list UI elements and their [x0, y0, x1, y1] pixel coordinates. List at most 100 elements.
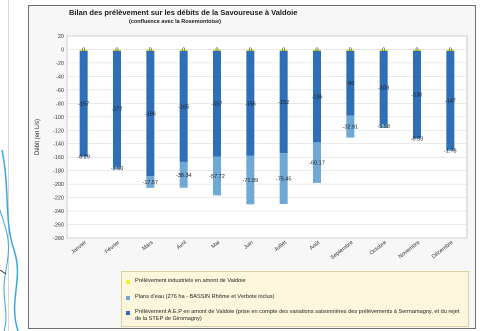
- data-label-industrial: 0: [149, 47, 152, 53]
- bar-segment-industrial: [346, 49, 355, 51]
- chart-panel: Bilan des prélèvement sur les débits de …: [28, 5, 476, 329]
- data-label-ponds: -3.60: [111, 166, 124, 172]
- y-tick-label: -260: [53, 223, 64, 229]
- bar-segment-aep: [313, 50, 321, 143]
- bar-segment-ponds: [146, 176, 155, 188]
- x-tick-label: Janvier: [70, 240, 88, 256]
- bar-segment-industrial: [79, 49, 88, 51]
- y-axis-label: Débit (en L/s): [35, 119, 41, 155]
- data-label-aep: -152: [278, 100, 289, 106]
- data-label-aep: -109: [378, 86, 389, 92]
- data-label-industrial: 0: [382, 47, 385, 53]
- bar-segment-ponds: [446, 149, 455, 151]
- bar-segment-aep: [246, 50, 255, 156]
- bar-segment-industrial: [413, 49, 421, 51]
- data-label-aep: -96: [346, 81, 354, 87]
- data-label-aep: -147: [445, 98, 456, 104]
- bar-segment-industrial: [213, 49, 221, 51]
- x-tick-label: Avril: [176, 240, 188, 251]
- data-label-aep: -172: [111, 107, 122, 113]
- bar-segment-aep: [279, 50, 288, 154]
- legend-item-aep: Prélèvement A.E.P en amont de Valdoie (p…: [126, 309, 465, 323]
- data-label-industrial: 0: [182, 47, 185, 53]
- x-tick-label: Mars: [141, 240, 155, 252]
- data-label-industrial: 0: [215, 47, 218, 53]
- bar-segment-aep: [179, 50, 188, 162]
- data-label-ponds: -0.29: [77, 155, 90, 161]
- x-tick-label: Septembre: [330, 240, 355, 261]
- x-tick-label: Février: [104, 240, 121, 255]
- x-tick-label: Mai: [211, 240, 222, 250]
- y-tick-label: -180: [53, 169, 64, 175]
- data-label-aep: -157: [211, 102, 222, 108]
- x-tick-label: Juillet: [273, 240, 288, 254]
- bar-segment-ponds: [213, 156, 221, 196]
- y-tick-label: -120: [53, 128, 64, 134]
- data-label-ponds: -38.34: [176, 173, 192, 179]
- chart-legend: Prélèvement industriels en amont de Vald…: [121, 271, 469, 327]
- bar-segment-aep: [446, 50, 455, 150]
- bar-segment-ponds: [346, 115, 355, 138]
- y-tick-label: -140: [53, 142, 64, 148]
- bar-segment-industrial: [446, 49, 455, 51]
- bar-segment-aep: [346, 50, 355, 116]
- y-tick-label: -160: [53, 155, 64, 161]
- bar-segment-industrial: [113, 49, 121, 51]
- data-label-ponds: -17.57: [143, 180, 159, 186]
- data-label-industrial: 0: [282, 47, 285, 53]
- y-tick-label: 20: [58, 34, 64, 40]
- y-tick-label: -200: [53, 182, 64, 188]
- data-label-ponds: -75.45: [276, 177, 292, 183]
- map-fragment-image: [0, 150, 19, 331]
- y-tick-label: -20: [56, 61, 64, 67]
- bar-segment-aep: [79, 50, 88, 157]
- y-tick-label: 0: [61, 47, 64, 53]
- y-tick-label: -220: [53, 196, 64, 202]
- bar-segment-ponds: [313, 142, 321, 183]
- legend-swatch-ponds: [126, 296, 130, 300]
- bar-segment-industrial: [379, 49, 388, 51]
- bar-segment-industrial: [313, 49, 321, 51]
- x-tick-label: Novembre: [398, 240, 422, 260]
- data-label-industrial: 0: [415, 47, 418, 53]
- bar-segment-aep: [113, 50, 121, 167]
- legend-swatch-aep: [126, 311, 130, 315]
- x-tick-label: Août: [309, 240, 322, 252]
- data-label-aep: -156: [245, 101, 256, 107]
- legend-label-industrial: Prélèvement industriels en amont de Vald…: [135, 278, 246, 284]
- bar-segment-aep: [413, 50, 421, 139]
- data-label-ponds: -60.17: [309, 161, 325, 167]
- y-tick-label: -80: [56, 101, 64, 107]
- y-tick-label: -60: [56, 88, 64, 94]
- data-label-aep: -165: [178, 104, 189, 110]
- bar-segment-aep: [213, 50, 221, 157]
- x-tick-label: Décembre: [431, 240, 455, 260]
- data-label-industrial: 0: [115, 47, 118, 53]
- data-label-ponds: -57.72: [209, 174, 225, 180]
- legend-label-ponds: Plans d'eau (276 ha - BASSIN Rhôme et Ve…: [135, 294, 275, 300]
- bar-segment-industrial: [246, 49, 255, 51]
- data-label-ponds: -0.53: [411, 137, 424, 143]
- bar-segment-ponds: [179, 161, 188, 188]
- data-label-aep: -186: [145, 111, 156, 117]
- legend-label-aep: Prélèvement A.E.P en amont de Valdoie (p…: [135, 309, 460, 322]
- data-label-industrial: 0: [82, 47, 85, 53]
- y-tick-label: -40: [56, 74, 64, 80]
- y-tick-label: -240: [53, 209, 64, 215]
- data-label-ponds: -5.58: [377, 124, 390, 130]
- data-label-industrial: 0: [249, 47, 252, 53]
- legend-item-industrial: Prélèvement industriels en amont de Vald…: [126, 278, 465, 285]
- data-label-industrial: 0: [449, 47, 452, 53]
- bar-segment-ponds: [279, 153, 288, 204]
- data-label-aep: -130: [411, 93, 422, 99]
- bar-segment-ponds: [113, 166, 121, 170]
- bar-segment-aep: [146, 50, 155, 177]
- data-label-aep: -136: [311, 95, 322, 101]
- data-label-ponds: -32.91: [343, 125, 359, 131]
- x-tick-label: Juin: [243, 240, 255, 251]
- data-label-industrial: 0: [349, 47, 352, 53]
- legend-item-ponds: Plans d'eau (276 ha - BASSIN Rhôme et Ve…: [126, 294, 465, 301]
- data-label-ponds: -1.78: [444, 148, 457, 154]
- bar-chart: 20 0 -20 -40 -60 -80 -100 -120 -140 -160 -180 -200 -…: [35, 34, 468, 261]
- x-tick-label: Octobre: [369, 240, 388, 257]
